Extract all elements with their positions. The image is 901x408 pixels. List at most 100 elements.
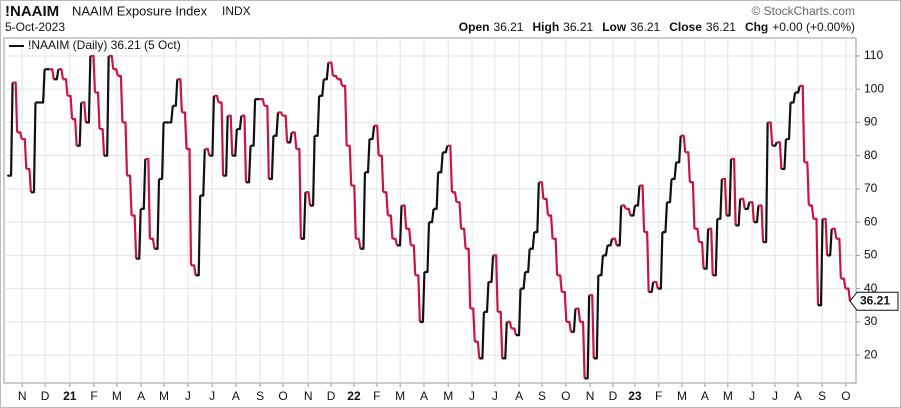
line-segment [305,191,312,206]
x-tick-label: 22 [347,389,361,403]
line-segment [223,115,229,177]
line-segment [740,197,746,210]
quote-label: High [532,20,559,34]
line-segment [259,98,266,107]
line-segment [717,178,723,220]
exchange: INDX [222,4,251,18]
x-tick-label: S [818,389,826,403]
line-segment [140,158,147,210]
line-segment [415,274,421,322]
line-segment [291,131,298,150]
line-segment [451,191,458,203]
line-segment [108,54,115,70]
line-segment [721,177,728,216]
line-segment [218,101,225,176]
line-segment [634,185,641,207]
line-segment [662,202,669,234]
x-tick-label: D [609,389,618,403]
line-segment [644,231,650,292]
line-segment [195,195,202,277]
line-segment [557,274,563,293]
line-segment [433,172,440,210]
line-segment [543,197,550,216]
line-segment [744,201,751,210]
x-tick-label: J [209,389,215,403]
y-tick-label: 40 [864,281,878,295]
line-segment [813,217,820,306]
line-segment [817,218,824,307]
line-segment [580,320,586,379]
x-tick-label: S [538,389,546,403]
line-segment [781,138,788,171]
quote-label: Low [602,20,627,34]
y-tick-label: 110 [864,48,883,62]
line-segment [99,127,106,156]
line-segment [12,81,19,133]
line-segment [337,78,344,87]
line-segment [159,122,165,181]
line-segment [429,208,435,224]
line-segment [753,205,760,224]
line-segment [310,135,316,207]
line-segment [131,214,138,259]
line-segment [387,214,394,239]
x-tick-label: D [41,389,50,403]
line-segment [369,125,376,141]
legend: !NAAIM (Daily) 36.21 (5 Oct) [28,38,181,52]
x-tick-label: N [18,389,27,403]
line-segment [273,112,280,137]
line-segment [612,237,618,246]
line-segment [593,275,600,360]
line-segment [332,74,339,80]
y-tick-label: 90 [864,115,878,129]
line-segment [410,244,417,276]
symbol: !NAAIM [5,3,59,20]
line-segment [474,340,481,359]
x-tick-label: D [327,389,336,403]
line-segment [547,214,554,239]
line-segment [268,135,275,181]
line-segment [94,91,101,130]
line-segment [172,79,179,107]
line-segment [406,227,412,246]
line-segment [511,327,518,336]
line-segment [488,255,495,284]
line-segment [497,310,504,359]
x-tick-label: S [256,389,264,403]
line-segment [657,232,664,290]
line-segment [191,264,197,276]
x-tick-label: A [420,389,428,403]
x-tick-label: M [159,389,169,403]
line-segment [383,191,389,216]
line-segment [392,237,399,246]
line-segment [154,178,161,250]
line-segment [763,122,769,244]
line-segment [529,232,536,250]
line-segment [209,95,216,157]
quote-value: 36.21 [630,20,660,34]
line-segment [113,68,119,77]
x-tick-label: M [723,389,733,403]
x-tick-label: M [395,389,405,403]
line-segment [840,277,847,289]
line-segment [53,69,60,81]
line-segment [30,102,37,194]
line-segment [602,245,609,257]
line-segment [758,204,765,243]
line-segment [241,114,248,183]
line-segment [808,204,815,219]
line-segment [845,287,852,302]
line-segment [296,147,302,239]
line-segment [799,84,806,163]
line-segment [204,147,211,156]
line-segment [506,320,513,329]
line-segment [671,162,678,181]
line-segment [104,55,110,157]
x-tick-label: J [185,389,191,403]
line-segment [515,288,522,337]
quote: Open 36.21 High 36.21 Low 36.21 Close 36.21 Chg +… [459,20,855,34]
line-segment [607,238,614,247]
line-segment [461,227,467,249]
